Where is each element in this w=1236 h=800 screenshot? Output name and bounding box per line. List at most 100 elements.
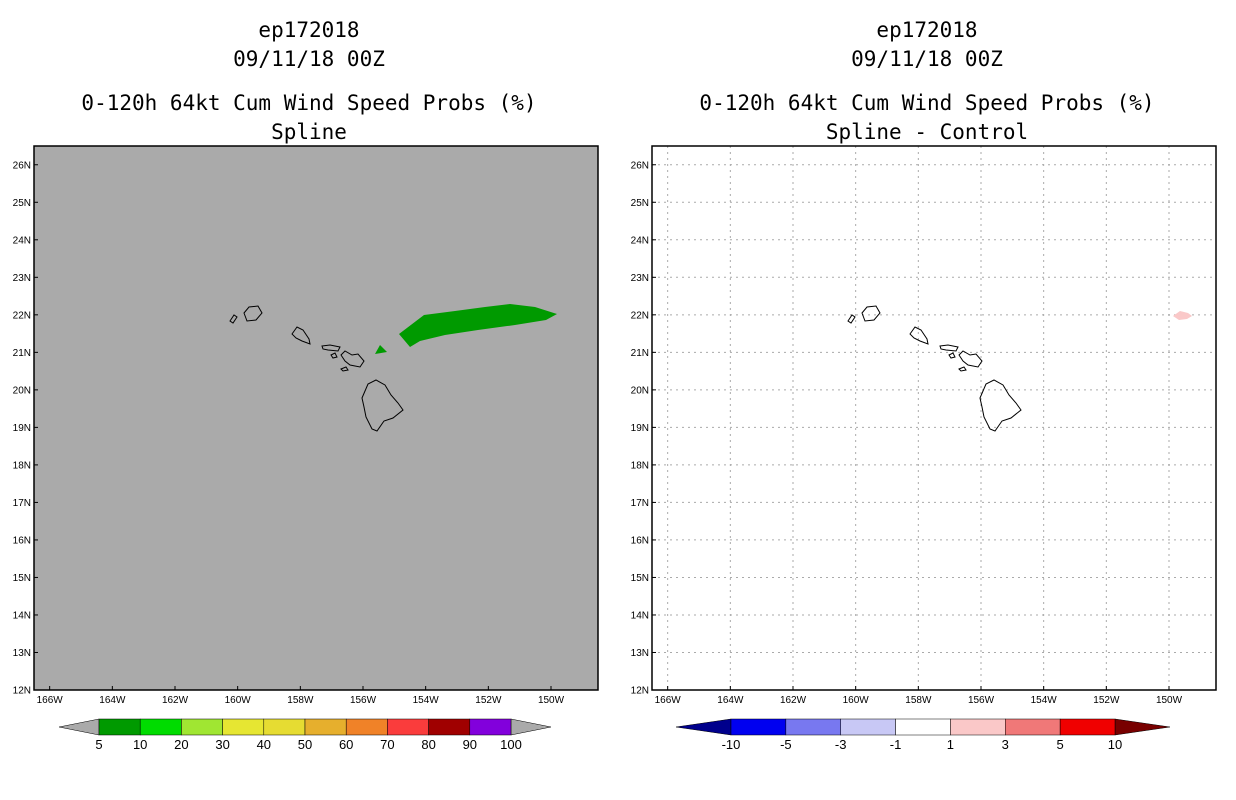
left-map-svg: 26N 25N 24N 23N 22N 21N 20N 19N 18N 17N 16N 15N 14N 1… — [13, 145, 599, 752]
datetime: 09/11/18 00Z — [233, 47, 385, 71]
colorbar-label: 20 — [174, 737, 188, 752]
colorbar-label: 90 — [463, 737, 477, 752]
colorbar-swatch — [730, 718, 787, 736]
lon-label: 152W — [475, 695, 502, 706]
colorbar-label: 30 — [215, 737, 229, 752]
map-frame — [651, 145, 1217, 691]
lat-label: 24N — [631, 235, 649, 246]
lat-label: 17N — [631, 498, 649, 509]
lat-label: 19N — [13, 423, 31, 434]
lat-label: 22N — [13, 310, 31, 321]
lat-label: 14N — [13, 610, 31, 621]
colorbar-swatch — [181, 718, 223, 736]
lat-label: 15N — [631, 573, 649, 584]
oahu-island — [909, 326, 929, 345]
datetime: 09/11/18 00Z — [851, 47, 1003, 71]
colorbar-swatch — [950, 718, 1006, 736]
lat-label: 26N — [631, 160, 649, 171]
lon-label: 160W — [225, 695, 252, 706]
lat-label: 20N — [631, 385, 649, 396]
lat-label: 15N — [13, 573, 31, 584]
colorbar-label: 40 — [257, 737, 271, 752]
lon-label: 158W — [287, 695, 314, 706]
lat-label: 24N — [13, 235, 31, 246]
lon-tick-labels: 166W 164W 162W 160W 158W 156W 154W 152W 150W — [655, 686, 1183, 706]
colorbar-label: 5 — [1057, 737, 1064, 752]
colorbar-swatch — [387, 718, 429, 736]
colorbar-label: 50 — [298, 737, 312, 752]
lon-label: 162W — [162, 695, 189, 706]
lon-label: 150W — [1156, 695, 1183, 706]
maui-island — [340, 350, 365, 368]
lat-label: 12N — [631, 686, 649, 697]
lon-label: 154W — [1031, 695, 1058, 706]
lat-gridlines — [652, 164, 1216, 653]
lat-label: 26N — [13, 160, 31, 171]
kahoolawe-island — [958, 366, 967, 372]
right-map-svg: 26N 25N 24N 23N 22N 21N 20N 19N 18N 17N 16N 15N 14N 1… — [631, 145, 1217, 752]
colorbar-over-arrow — [1114, 718, 1171, 736]
colorbar-swatch — [1059, 718, 1116, 736]
map-background — [34, 146, 598, 690]
lat-label: 18N — [631, 460, 649, 471]
lanai-island — [330, 352, 338, 359]
colorbar-label: 80 — [421, 737, 435, 752]
lat-label: 22N — [631, 310, 649, 321]
colorbar-swatch — [263, 718, 306, 736]
niihau-island — [229, 314, 238, 324]
oahu-island — [291, 326, 311, 345]
colorbar-swatch — [98, 718, 141, 736]
colorbar-swatch — [139, 718, 182, 736]
colorbar-swatch — [1005, 718, 1061, 736]
colorbar-label: -1 — [890, 737, 902, 752]
lat-label: 17N — [13, 498, 31, 509]
lat-label: 12N — [13, 686, 31, 697]
lon-label: 152W — [1093, 695, 1120, 706]
lon-label: 158W — [905, 695, 932, 706]
lon-label: 166W — [37, 695, 64, 706]
colorbar-swatch — [469, 718, 512, 736]
colorbar-label: 5 — [95, 737, 102, 752]
lon-gridlines — [667, 146, 1170, 690]
lon-tick-labels: 166W 164W 162W 160W 158W 156W 154W 152W 150W — [37, 686, 565, 706]
colorbar-label: 1 — [947, 737, 954, 752]
lat-label: 13N — [13, 648, 31, 659]
product-title: 0-120h 64kt Cum Wind Speed Probs (%) — [81, 91, 537, 115]
lat-label: 23N — [13, 273, 31, 284]
lat-label: 16N — [13, 535, 31, 546]
colorbar-label: 100 — [500, 737, 522, 752]
kauai-island — [861, 305, 881, 322]
probability-swath — [399, 304, 557, 347]
colorbar-label: 70 — [380, 737, 394, 752]
colorbar-label: 10 — [1108, 737, 1122, 752]
colorbar-swatch — [895, 718, 951, 736]
storm-id: ep172018 — [258, 18, 360, 42]
colorbar-under-arrow — [675, 718, 732, 736]
colorbar-label: -10 — [722, 737, 741, 752]
lon-label: 156W — [968, 695, 995, 706]
colorbar-label: 3 — [1002, 737, 1009, 752]
map-background — [652, 146, 1216, 690]
probability-swath-small — [375, 345, 387, 354]
lat-label: 18N — [13, 460, 31, 471]
lat-tick-labels: 26N 25N 24N 23N 22N 21N 20N 19N 18N 17N 16N 15N 14N 1… — [631, 160, 656, 697]
lon-label: 164W — [99, 695, 126, 706]
lon-label: 154W — [413, 695, 440, 706]
map-frame — [33, 145, 599, 691]
colorbar-under-arrow — [58, 718, 100, 736]
subtitle: Spline — [271, 120, 347, 144]
lat-label: 14N — [631, 610, 649, 621]
hawaii-island — [361, 379, 404, 432]
maui-island — [958, 350, 983, 368]
colorbar-swatch — [785, 718, 841, 736]
lat-label: 21N — [13, 348, 31, 359]
lon-label: 160W — [843, 695, 870, 706]
lanai-island — [948, 352, 956, 359]
hawaii-island — [979, 379, 1022, 432]
lon-label: 164W — [717, 695, 744, 706]
colorbar — [58, 718, 552, 736]
lat-label: 21N — [631, 348, 649, 359]
kauai-island — [243, 305, 263, 322]
hawaiian-islands — [229, 305, 404, 432]
molokai-island — [321, 344, 341, 352]
